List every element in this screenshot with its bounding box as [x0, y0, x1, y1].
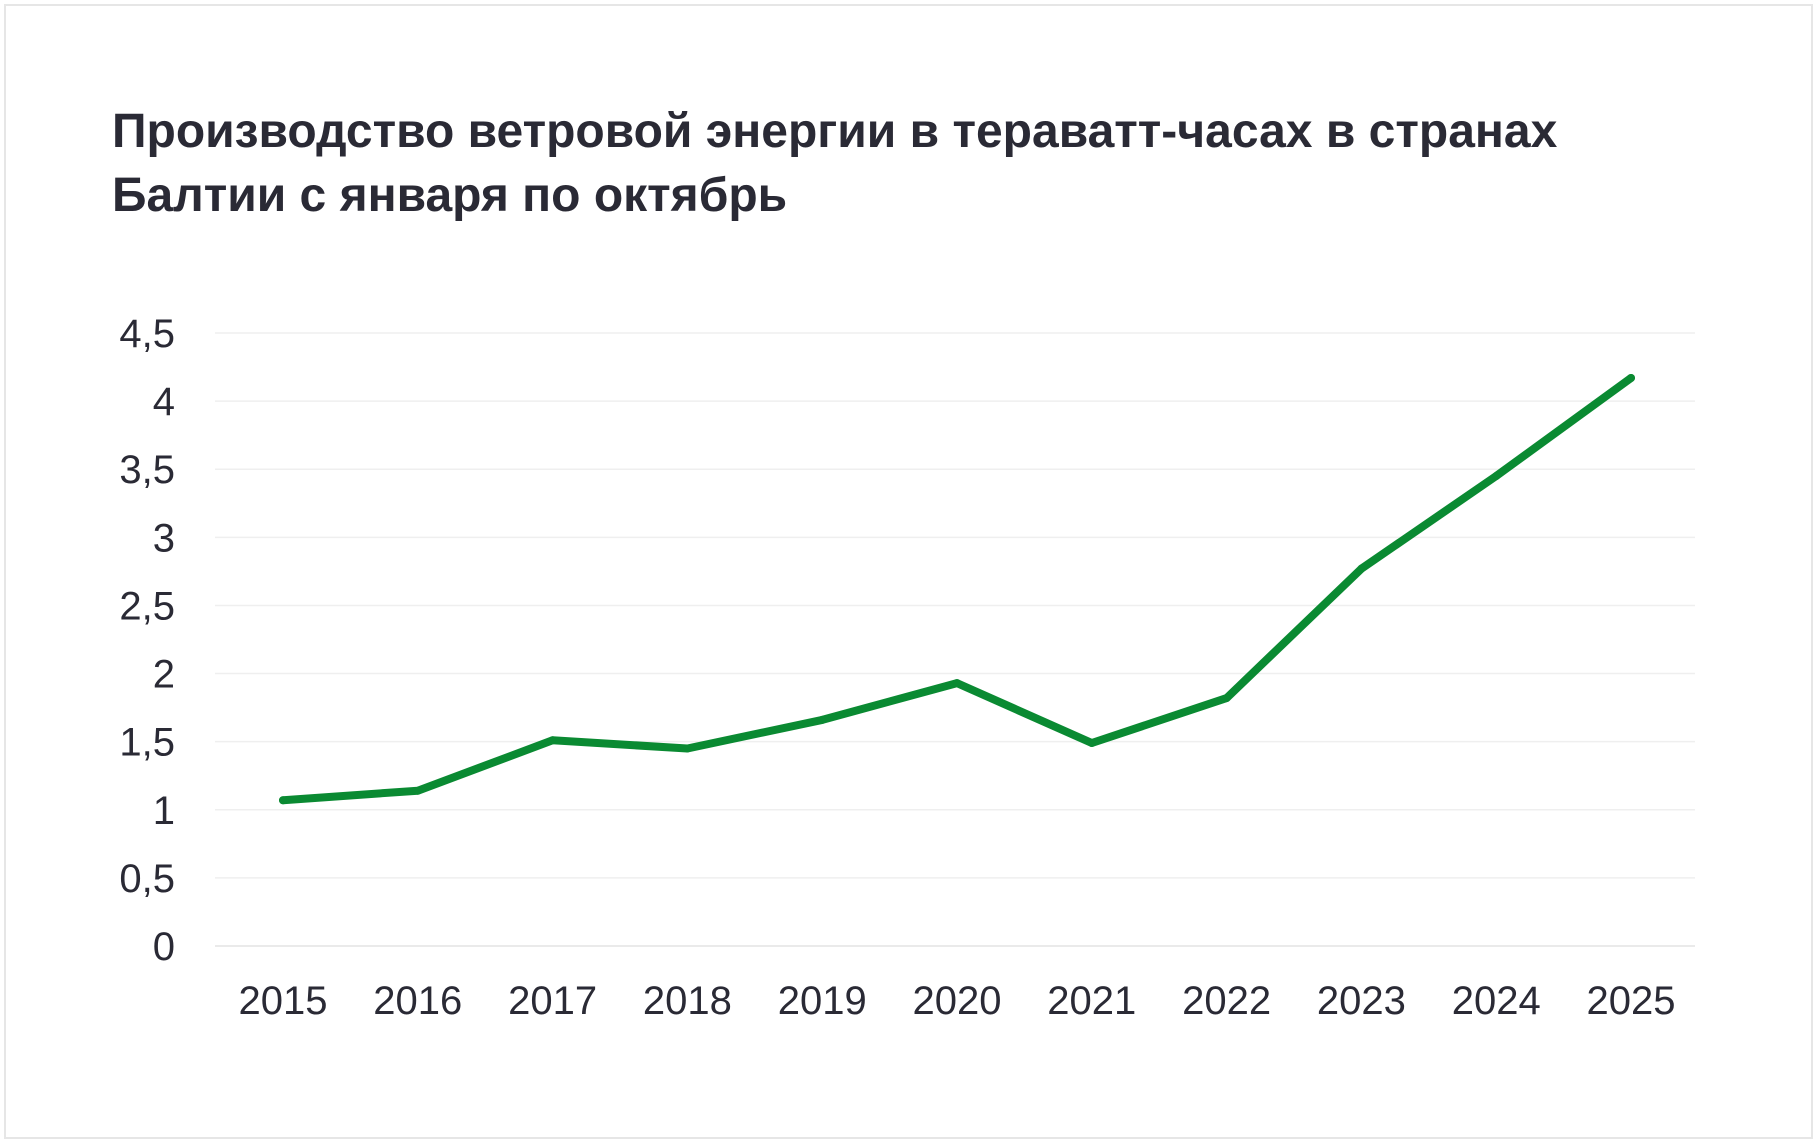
data-point [1222, 694, 1231, 703]
chart-title: Производство ветровой энергии в тераватт… [112, 105, 1558, 222]
data-point [953, 679, 961, 688]
y-tick-label: 4 [153, 380, 175, 424]
y-tick-label: 0 [153, 925, 175, 969]
data-point [413, 786, 422, 795]
x-tick-label: 2018 [643, 979, 732, 1023]
y-tick-label: 1 [153, 789, 175, 833]
x-tick-label: 2024 [1452, 979, 1541, 1023]
data-point [818, 715, 827, 724]
series-line [279, 374, 1635, 805]
y-tick-label: 3,5 [119, 448, 175, 492]
data-point [279, 796, 287, 805]
grid-lines [215, 332, 1695, 947]
x-tick-label: 2019 [778, 979, 867, 1023]
x-tick-label: 2025 [1587, 979, 1676, 1023]
x-tick-label: 2021 [1047, 979, 1136, 1023]
series-layer [279, 373, 1635, 805]
chart-frame [4, 4, 1813, 1139]
y-tick-label: 2,5 [119, 584, 175, 628]
x-tick-label: 2015 [239, 979, 328, 1023]
x-tick-label: 2020 [913, 979, 1002, 1023]
data-point [1087, 739, 1096, 748]
y-axis-tick-labels: 0 0,5 1 1,5 2 2,5 3 3,5 4 4,5 [119, 312, 175, 969]
data-point [683, 744, 692, 753]
y-tick-label: 4,5 [119, 312, 175, 356]
data-point [1492, 472, 1501, 481]
y-tick-label: 2 [153, 653, 175, 697]
x-tick-label: 2023 [1317, 979, 1406, 1023]
data-point [1357, 564, 1366, 573]
data-point [1627, 373, 1635, 382]
y-tick-label: 3 [153, 516, 175, 560]
x-axis-tick-labels: 2015 2016 2017 2018 2019 2020 2021 2022 2023 2024… [239, 979, 1676, 1023]
x-tick-label: 2016 [373, 979, 462, 1023]
data-point [548, 736, 557, 745]
x-tick-label: 2022 [1182, 979, 1271, 1023]
x-tick-label: 2017 [508, 979, 597, 1023]
y-tick-label: 1,5 [119, 721, 175, 765]
y-tick-label: 0,5 [119, 857, 175, 901]
